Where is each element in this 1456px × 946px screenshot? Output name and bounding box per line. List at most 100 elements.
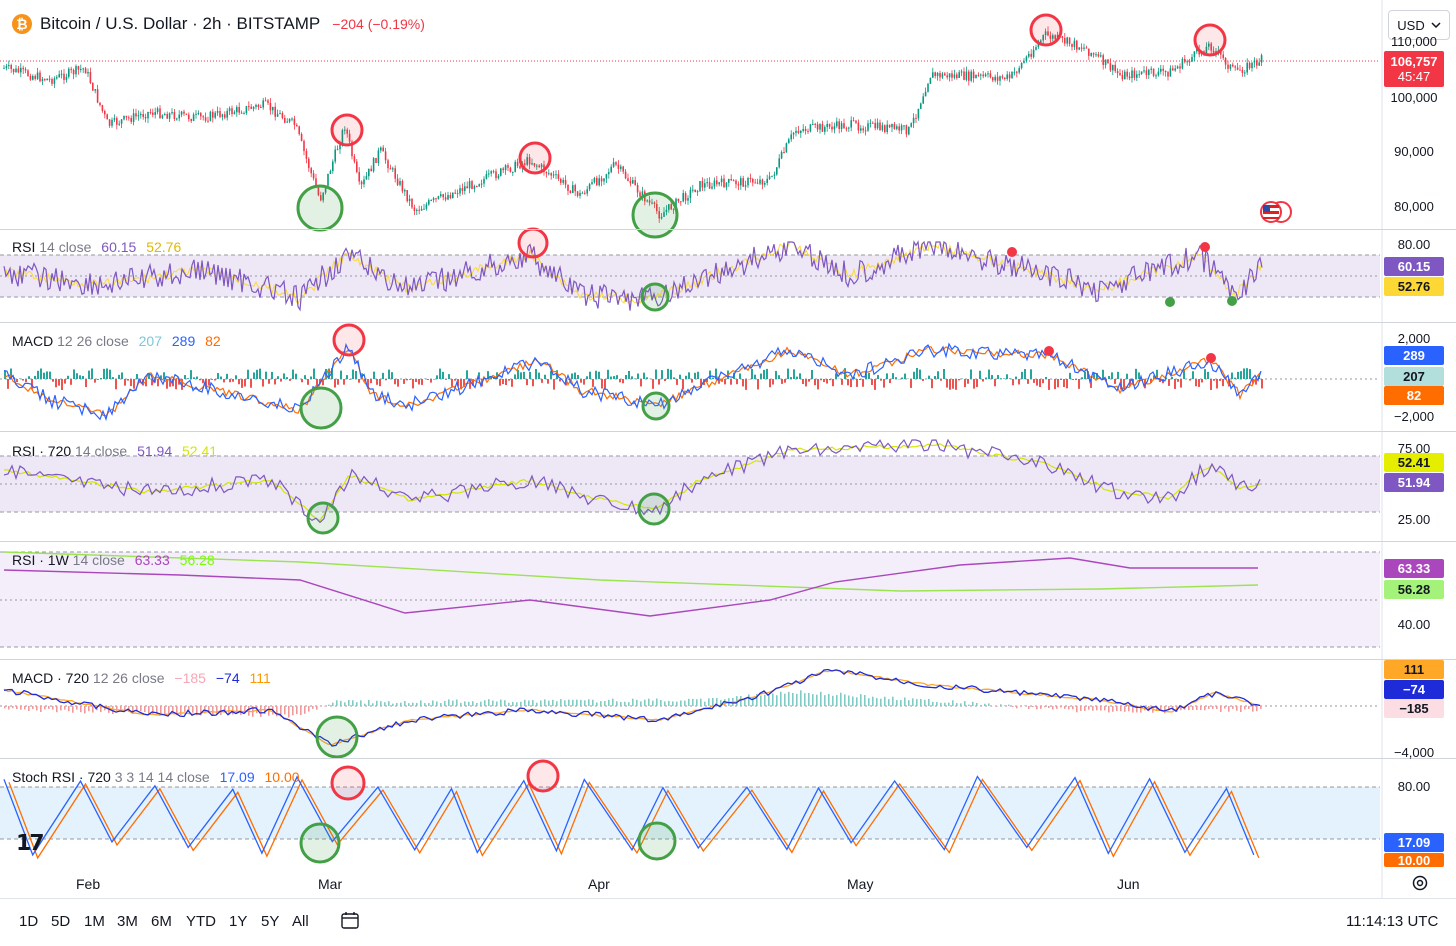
macd720-histogram-bar: [412, 703, 414, 706]
price-candle: [1033, 50, 1035, 57]
macd720-histogram-bar: [380, 701, 382, 706]
price-candle: [846, 128, 848, 129]
macd-histogram-bar: [1231, 373, 1233, 379]
price-candle: [1225, 58, 1227, 65]
pane-divider[interactable]: [0, 431, 1456, 432]
macd-histogram-bar: [253, 372, 255, 379]
price-candle: [975, 75, 977, 78]
price-candle: [790, 134, 792, 139]
pane-divider[interactable]: [0, 322, 1456, 323]
range-button-5y[interactable]: 5Y: [261, 913, 279, 930]
price-candle: [356, 162, 358, 172]
rsi720-legend[interactable]: RSI · 720 14 close 51.94 52.41: [12, 443, 217, 459]
macd720-histogram-bar: [632, 699, 634, 706]
us-flag-icon[interactable]: [1259, 201, 1295, 223]
tradingview-logo[interactable]: 𝟭𝟳: [16, 830, 43, 856]
macd-histogram-bar: [754, 375, 756, 379]
macd720-histogram-bar: [332, 703, 334, 706]
macd720-histogram-bar: [896, 700, 898, 706]
stoch-legend[interactable]: Stoch RSI · 720 3 3 14 14 close 17.09 10…: [12, 769, 300, 785]
range-button-ytd[interactable]: YTD: [186, 913, 216, 930]
macd720-histogram-bar: [1060, 706, 1062, 707]
macd720-value: −74: [216, 670, 240, 686]
macd-histogram-bar: [1003, 378, 1005, 379]
price-candle: [589, 184, 591, 189]
range-button-1m[interactable]: 1M: [84, 913, 105, 930]
macd-histogram-bar: [1213, 379, 1215, 381]
macd-histogram-bar: [616, 375, 618, 379]
macd720-histogram-bar: [396, 703, 398, 706]
price-candle: [764, 183, 766, 185]
macd720-histogram-bar: [472, 701, 474, 706]
macd-histogram-bar: [970, 369, 972, 379]
macd720-histogram-bar: [300, 706, 302, 715]
rsi1w-legend[interactable]: RSI · 1W 14 close 63.33 56.28: [12, 552, 215, 568]
range-button-1d[interactable]: 1D: [19, 913, 38, 930]
macd-histogram-bar: [571, 373, 573, 379]
range-button-6m[interactable]: 6M: [151, 913, 172, 930]
macd720-histogram-bar: [680, 700, 682, 706]
price-candle: [574, 185, 576, 191]
macd720-histogram-bar: [1128, 706, 1130, 711]
price-candle: [380, 148, 382, 151]
macd720-legend[interactable]: MACD · 720 12 26 close −185 −74 111: [12, 670, 271, 686]
x-axis-label: Jun: [1117, 876, 1140, 892]
price-candle: [97, 89, 99, 102]
macd720-histogram-bar: [432, 700, 434, 706]
symbol-header[interactable]: ₿ Bitcoin / U.S. Dollar · 2h · BITSTAMP …: [12, 12, 425, 36]
macd-histogram-bar: [643, 373, 645, 379]
price-candle: [733, 180, 735, 181]
macd-histogram-bar: [307, 379, 309, 385]
range-button-5d[interactable]: 5D: [51, 913, 70, 930]
pane-divider[interactable]: [0, 541, 1456, 542]
price-candle: [1244, 72, 1246, 73]
price-candle: [939, 73, 941, 77]
rsi-legend[interactable]: RSI 14 close 60.15 52.76: [12, 239, 181, 255]
macd-histogram-bar: [244, 379, 246, 386]
macd720-histogram-bar: [636, 700, 638, 706]
gear-icon[interactable]: [1411, 874, 1429, 892]
macd-line: [4, 344, 1261, 419]
price-candle: [126, 116, 128, 117]
utc-clock[interactable]: 11:14:13 UTC: [1346, 913, 1438, 930]
price-candle: [1129, 77, 1131, 79]
macd-histogram-bar: [1030, 369, 1032, 379]
macd-histogram-bar: [217, 373, 219, 379]
macd720-histogram-bar: [592, 700, 594, 706]
pane-divider[interactable]: [0, 758, 1456, 759]
pane-divider[interactable]: [0, 659, 1456, 660]
macd720-histogram-bar: [904, 698, 906, 706]
macd720-histogram-bar: [932, 702, 934, 706]
price-candle: [922, 96, 924, 103]
price-candle: [877, 123, 879, 129]
price-candle: [138, 115, 140, 116]
macd-histogram-bar: [775, 371, 777, 379]
price-candle: [1162, 69, 1164, 71]
price-candle: [226, 111, 228, 118]
pane-divider[interactable]: [0, 229, 1456, 230]
range-button-all[interactable]: All: [292, 913, 309, 930]
macd720-histogram-bar: [428, 703, 430, 706]
macd-histogram-bar: [652, 379, 654, 389]
price-candle: [1090, 53, 1092, 56]
macd-histogram-bar: [904, 374, 906, 379]
macd-histogram-bar: [1237, 372, 1239, 379]
symbol-title[interactable]: Bitcoin / U.S. Dollar · 2h · BITSTAMP: [40, 14, 320, 34]
calendar-icon[interactable]: [340, 910, 360, 930]
macd-legend[interactable]: MACD 12 26 close 207 289 82: [12, 333, 221, 349]
price-candle: [582, 193, 584, 194]
price-candle: [915, 118, 917, 119]
macd720-histogram-bar: [436, 701, 438, 706]
range-button-3m[interactable]: 3M: [117, 913, 138, 930]
price-candle: [807, 131, 809, 132]
price-candle: [1256, 60, 1258, 65]
macd720-histogram-bar: [360, 700, 362, 706]
range-button-1y[interactable]: 1Y: [229, 913, 247, 930]
macd720-histogram-bar: [20, 706, 22, 710]
price-candle: [402, 181, 404, 191]
macd-histogram-bar: [1246, 368, 1248, 379]
price-candle: [555, 174, 557, 175]
price-candle: [61, 74, 63, 75]
price-candle: [73, 70, 75, 74]
